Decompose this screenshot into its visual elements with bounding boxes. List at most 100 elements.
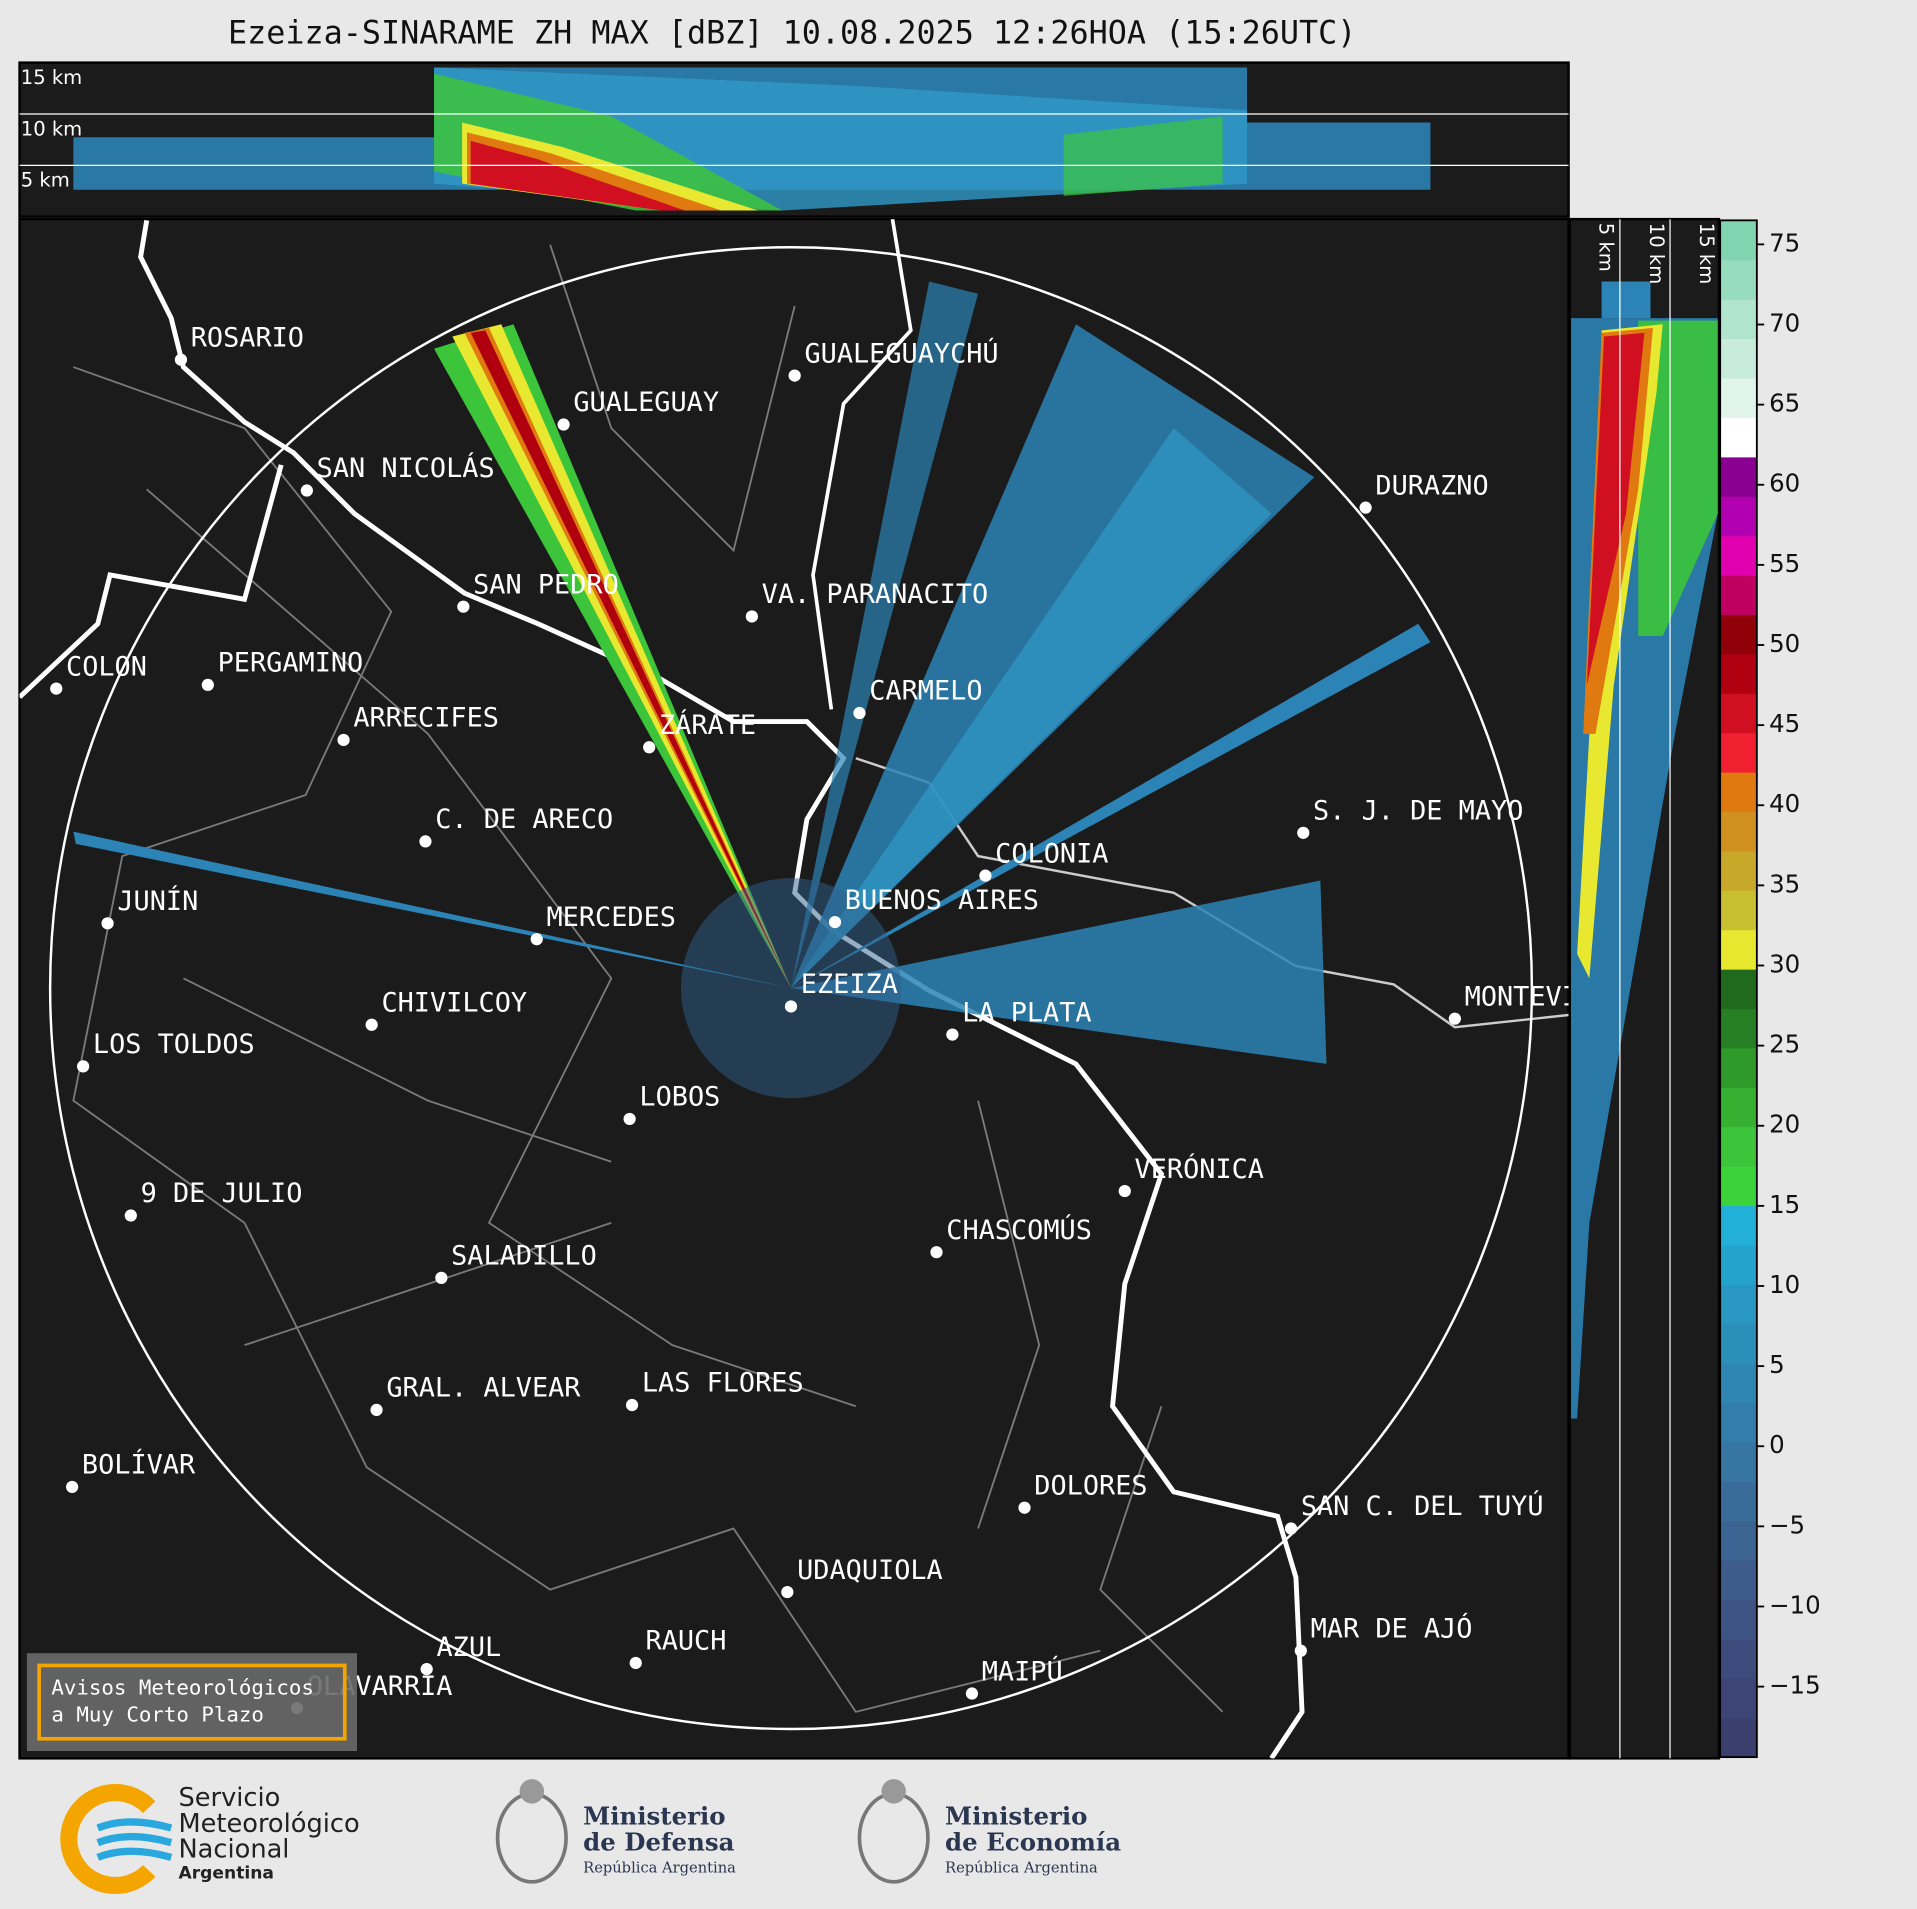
city-label: CARMELO [869,676,982,707]
colorbar-band [1720,535,1757,576]
logos: Servicio Meteorológico Nacional Argentin… [60,1779,1121,1895]
colorbar-band [1720,1560,1757,1601]
colorbar-band [1720,772,1757,813]
colorbar-band [1720,1205,1757,1246]
city-label: COLONIA [995,838,1108,869]
logo-text: Ministerio [945,1802,1087,1831]
colorbar-band [1720,1126,1757,1167]
city-dot [1359,501,1372,514]
colorbar-tick-label: 60 [1769,469,1800,498]
city-dot [124,1209,137,1222]
logo-text: Argentina [178,1863,273,1883]
colorbar-band [1720,1402,1757,1443]
city-label: DOLORES [1034,1470,1147,1501]
colorbar-tick-label: 65 [1769,389,1800,418]
height-label: 10 km [21,117,82,140]
city-dot [965,1687,979,1700]
city-dot [788,369,801,382]
city-label: LAS FLORES [642,1368,804,1399]
colorbar-tick-label: 20 [1769,1110,1800,1139]
legend-text: Avisos Meteorológicos [51,1676,314,1700]
title: Ezeiza-SINARAME ZH MAX [dBZ] 10.08.2025 … [228,16,1356,52]
city-dot [623,1112,636,1126]
colorbar-band [1720,574,1757,615]
colorbar-band [1720,693,1757,734]
city-label: LOBOS [639,1082,720,1113]
colorbar-tick-label: 50 [1769,629,1800,658]
city-dot [1297,826,1310,839]
city-dot [1284,1522,1298,1535]
city-label: MONTEVIDEO [1465,981,1627,1012]
city-dot [370,1403,383,1417]
colorbar-band [1720,377,1757,418]
city-label: DURAZNO [1375,470,1488,501]
city-dot [101,917,114,930]
colorbar-band [1720,1678,1757,1719]
city-label: SALADILLO [451,1241,597,1272]
city-labels: ROSARIO GUALEGUAYCHÚ GUALEGUAY SAN NICOLÁS D… [50,322,1627,1715]
colorbar-band [1720,653,1757,694]
logo-text: República Argentina [945,1859,1098,1876]
colorbar-tick-label: −5 [1769,1510,1805,1539]
legend-box[interactable]: Avisos Meteorológicos a Muy Corto Plazo [26,1653,357,1752]
colorbar-tick-label: 55 [1769,549,1800,578]
colorbar-tick-label: 25 [1769,1030,1800,1059]
city-label: C. DE ARECO [435,804,613,835]
logo-text: de Defensa [583,1827,734,1856]
colorbar-tick-label: 45 [1769,709,1800,738]
city-dot [337,733,350,747]
colorbar-band [1720,1323,1757,1364]
colorbar-band [1720,456,1757,497]
colorbar-band [1720,1166,1757,1207]
city-label: MAR DE AJÓ [1311,1612,1473,1644]
colorbar-band [1720,1441,1757,1482]
logo-text: República Argentina [583,1859,736,1876]
top-panel: 15 km 10 km 5 km [18,61,1570,218]
city-dot [629,1656,642,1670]
colorbar-band [1720,929,1757,970]
city-dot [1294,1644,1307,1657]
height-label: 15 km [1695,223,1718,284]
side-panel: 5 km 10 km 15 km [1568,217,1721,1760]
city-dot [66,1480,79,1494]
city-label: ARRECIFES [353,703,499,734]
city-label: S. J. DE MAYO [1313,796,1523,827]
city-label: GRAL. ALVEAR [386,1373,581,1404]
logo-text: Ministerio [583,1802,725,1831]
city-dot [979,869,992,882]
colorbar-band [1720,1363,1757,1404]
colorbar-band [1720,1638,1757,1679]
city-dot [781,1585,794,1599]
city-label: CHASCOMÚS [946,1214,1092,1246]
city-label: LA PLATA [962,997,1091,1028]
colorbar-tick-label: −15 [1769,1671,1821,1700]
height-label: 15 km [21,66,82,89]
city-dot [625,1398,639,1412]
city-label: BUENOS AIRES [845,885,1039,916]
logo-text: Meteorológico [178,1809,359,1839]
city-dot [745,610,758,623]
logo-text: Servicio [178,1783,280,1813]
colorbar-tick-label: −10 [1769,1590,1821,1619]
legend-text: a Muy Corto Plazo [51,1703,264,1727]
city-dot [1118,1184,1131,1198]
colorbar-tick-label: 10 [1769,1270,1800,1299]
city-label: VERÓNICA [1135,1153,1264,1185]
colorbar-tick-label: 30 [1769,949,1800,978]
city-dot [365,1018,378,1031]
colorbar-band [1720,1008,1757,1049]
city-label: CHIVILCOY [381,988,527,1019]
city-dot [457,600,470,613]
city-label: JUNÍN [117,885,198,917]
city-dot [946,1028,959,1041]
colorbar-band [1720,890,1757,931]
colorbar-band [1720,850,1757,891]
city-label: ZÁRATE [659,709,756,741]
colorbar-band [1720,496,1757,537]
city-label: GUALEGUAY [573,387,719,418]
city-label: SAN C. DEL TUYÚ [1301,1490,1544,1522]
map-panel: ROSARIO GUALEGUAYCHÚ GUALEGUAY SAN NICOLÁS D… [18,217,1627,1760]
colorbar-band [1720,614,1757,655]
city-dot [853,706,866,720]
